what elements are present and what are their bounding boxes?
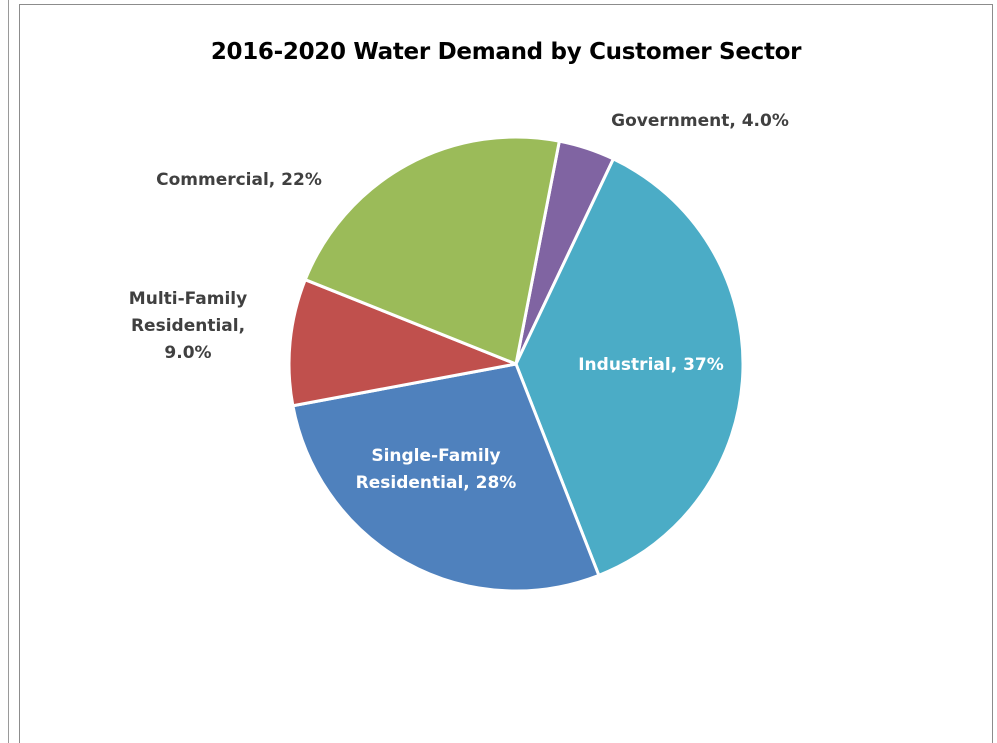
- slice-label-single-family-residential: Single-Family Residential, 28%: [356, 446, 517, 493]
- pie-slice-industrial: [514, 157, 745, 577]
- slice-label-industrial: Industrial, 37%: [578, 355, 724, 375]
- slice-label-government: Government, 4.0%: [611, 111, 789, 131]
- slice-label-multi-family-residential: Multi-Family Residential, 9.0%: [129, 289, 247, 363]
- pie-slice-multi-family-residential: [287, 278, 518, 408]
- slice-label-commercial: Commercial, 22%: [156, 170, 322, 190]
- pie-slice-single-family-residential: [291, 362, 601, 593]
- pie-slice-commercial: [303, 135, 561, 366]
- left-divider: [8, 0, 9, 743]
- chart-title: 2016-2020 Water Demand by Customer Secto…: [210, 39, 802, 65]
